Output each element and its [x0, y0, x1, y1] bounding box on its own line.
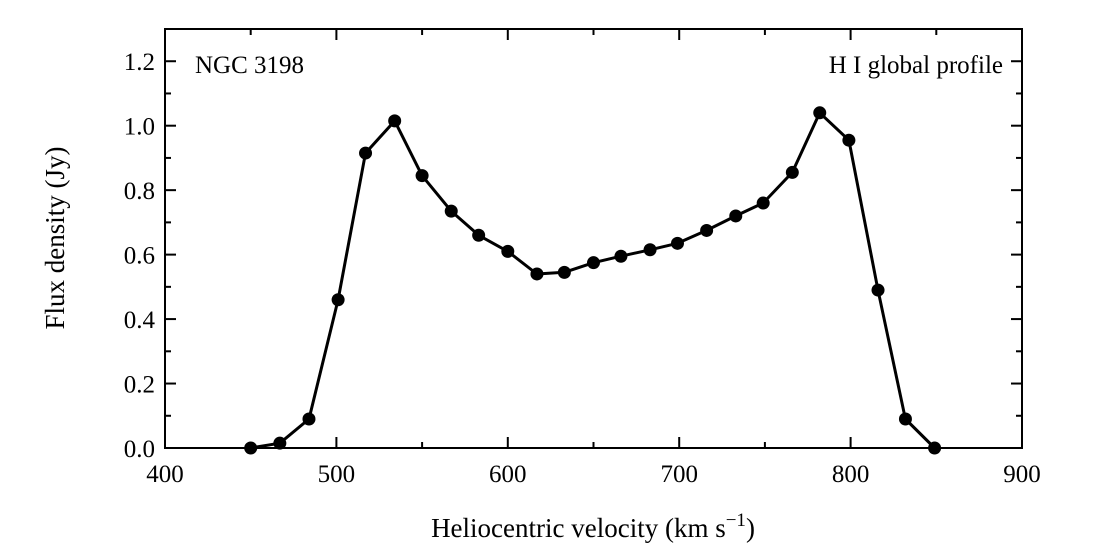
plot-frame	[164, 28, 1023, 449]
y-axis-title: Flux density (Jy)	[40, 146, 70, 329]
data-point	[302, 412, 316, 426]
tick-marks	[164, 29, 1023, 449]
x-axis-title-superscript: −1	[726, 510, 746, 531]
y-tick-label: 0.6	[124, 243, 155, 270]
data-point	[700, 223, 714, 237]
x-tick-label: 800	[832, 461, 870, 488]
x-axis-title-close: )	[746, 513, 755, 543]
y-tick-label: 0.8	[124, 178, 155, 205]
data-point	[530, 267, 544, 281]
y-tick-label: 0.2	[124, 372, 155, 399]
data-point	[331, 293, 345, 307]
data-point	[785, 165, 799, 179]
data-point	[670, 236, 684, 250]
data-point	[898, 412, 912, 426]
tick-labels: 400 500 600 700 800 900 0.0 0.2 0.4 0.6 0.8 1.0 1.2	[124, 49, 1041, 488]
data-point	[756, 196, 770, 210]
annotation-galaxy-name: NGC 3198	[195, 52, 304, 79]
x-tick-label: 900	[1003, 461, 1041, 488]
data-point	[359, 146, 373, 160]
data-point	[729, 209, 743, 223]
data-point	[501, 244, 515, 258]
data-point	[614, 249, 628, 263]
y-tick-label: 0.4	[124, 307, 156, 334]
data-point	[444, 204, 458, 218]
series-line	[250, 111, 936, 450]
x-axis-title: Heliocentric velocity (km s−1)	[431, 510, 755, 543]
data-point	[842, 133, 856, 147]
data-point	[557, 265, 571, 279]
data-series	[244, 106, 942, 455]
data-point	[472, 228, 486, 242]
data-point	[244, 441, 258, 455]
y-tick-label: 0.0	[124, 436, 155, 463]
data-point	[928, 441, 942, 455]
data-point	[587, 256, 600, 270]
y-tick-label: 1.0	[124, 114, 155, 141]
y-tick-label: 1.2	[124, 49, 155, 76]
x-tick-label: 400	[146, 461, 184, 488]
data-point	[643, 243, 657, 257]
x-axis-title-main: Heliocentric velocity (km s	[431, 513, 726, 543]
x-tick-label: 600	[489, 461, 527, 488]
data-point	[871, 283, 885, 297]
x-tick-label: 700	[660, 461, 698, 488]
data-point	[388, 114, 402, 128]
data-point	[415, 169, 429, 183]
x-tick-label: 500	[318, 461, 356, 488]
annotation-profile-name: H I global profile	[829, 52, 1003, 79]
data-point	[813, 106, 827, 120]
data-point	[273, 436, 287, 450]
